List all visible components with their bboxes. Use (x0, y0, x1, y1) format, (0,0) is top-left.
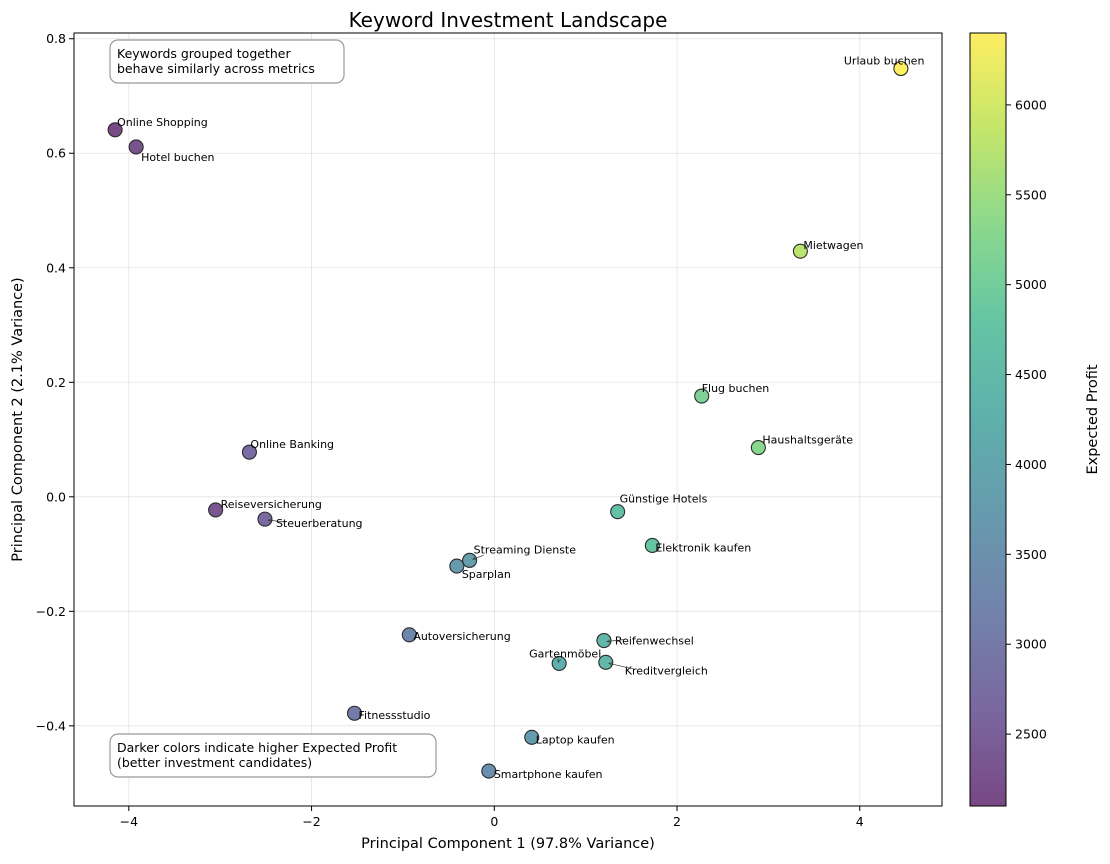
point-label: Kreditvergleich (625, 664, 708, 677)
colorbar-tick-label: 3500 (1015, 547, 1047, 562)
label-arrow (473, 555, 484, 559)
point-label: Streaming Dienste (474, 543, 577, 556)
point-label: Steuerberatung (276, 517, 363, 530)
point-label: Günstige Hotels (620, 493, 708, 506)
scatter-point (128, 139, 144, 155)
annotation-text: behave similarly across metrics (117, 61, 315, 76)
scatter-point (208, 502, 224, 518)
scatter-point (893, 60, 909, 77)
chart-title: Keyword Investment Landscape (349, 8, 668, 32)
scatter-point (750, 440, 766, 456)
point-label: Urlaub buchen (844, 55, 925, 68)
point-label: Online Banking (250, 438, 334, 451)
scatter-point (694, 388, 710, 404)
y-axis-label: Principal Component 2 (2.1% Variance) (10, 277, 26, 561)
axis-ticks: −4 −2 0 2 4 −0.4 −0.2 0.0 0.2 0.4 0.6 0.8 (36, 31, 864, 829)
scatter-point (610, 504, 626, 520)
scatter-point (644, 537, 660, 554)
point-label: Hotel buchen (141, 151, 214, 164)
point-label: Smartphone kaufen (494, 768, 603, 781)
point-label: Sparplan (462, 568, 511, 581)
colorbar-ticks: 2500 3000 3500 4000 4500 5000 5500 6000 (1006, 97, 1047, 742)
colorbar-tick-label: 2500 (1015, 727, 1047, 742)
y-tick-label: 0.4 (46, 260, 66, 275)
point-label: Laptop kaufen (536, 733, 615, 746)
colorbar-tick-label: 6000 (1015, 97, 1047, 112)
scatter-point (551, 655, 567, 671)
point-labels: Urlaub buchen Online Shopping Hotel buchen… (117, 55, 924, 782)
scatter-point (241, 444, 257, 460)
point-label: Reiseversicherung (221, 498, 322, 511)
x-tick-label: 2 (673, 814, 681, 829)
point-label: Mietwagen (803, 239, 863, 252)
y-tick-label: −0.2 (36, 604, 66, 619)
scatter-point (524, 729, 540, 745)
x-tick-label: 0 (490, 814, 498, 829)
y-tick-label: 0.0 (46, 489, 66, 504)
colorbar-frame (969, 32, 1007, 807)
point-label: Flug buchen (702, 382, 770, 395)
grid (74, 33, 942, 806)
scatter-point (449, 558, 465, 574)
x-axis-label: Principal Component 1 (97.8% Variance) (361, 836, 655, 852)
x-tick-label: −2 (302, 814, 320, 829)
scatter-point (596, 632, 612, 649)
annotation-text: Keywords grouped together (117, 46, 291, 61)
point-label: Haushaltsgeräte (762, 434, 853, 447)
colorbar-gradient (970, 33, 1006, 806)
scatter-point (401, 627, 417, 643)
colorbar-tick-label: 3000 (1015, 637, 1047, 652)
point-label: Autoversicherung (413, 630, 510, 643)
scatter-point (257, 511, 273, 527)
point-label: Elektronik kaufen (655, 541, 751, 554)
label-arrow (609, 663, 635, 670)
annotation-text: Darker colors indicate higher Expected P… (117, 740, 397, 755)
x-tick-label: 4 (856, 814, 864, 829)
colorbar-tick-label: 4500 (1015, 367, 1047, 382)
scatter-point (107, 122, 123, 138)
y-tick-label: 0.6 (46, 146, 66, 161)
x-tick-label: −4 (120, 814, 138, 829)
point-label: Gartenmöbel (529, 647, 601, 660)
colorbar: 2500 3000 3500 4000 4500 5000 5500 6000 Expecte… (969, 32, 1101, 807)
plot-frame (73, 32, 943, 807)
point-label: Online Shopping (117, 116, 208, 129)
annotation-box (109, 733, 437, 778)
label-arrow (558, 659, 559, 662)
points (107, 60, 909, 779)
point-label: Fitnessstudio (359, 709, 431, 722)
annotation-text: (better investment candidates) (117, 755, 312, 770)
colorbar-tick-label: 5500 (1015, 187, 1047, 202)
scatter-point (792, 243, 808, 259)
label-arrow (607, 639, 625, 642)
scatter-point (481, 763, 497, 779)
colorbar-tick-label: 4000 (1015, 457, 1047, 472)
colorbar-label: Expected Profit (1085, 364, 1101, 474)
colorbar-tick-label: 5000 (1015, 277, 1047, 292)
y-tick-label: 0.2 (46, 375, 66, 390)
annotation-box (109, 39, 345, 84)
label-arrow (268, 520, 286, 523)
point-label: Reifenwechsel (615, 635, 694, 648)
y-tick-label: −0.4 (36, 718, 66, 733)
scatter-point (346, 705, 363, 721)
y-tick-label: 0.8 (46, 31, 66, 46)
